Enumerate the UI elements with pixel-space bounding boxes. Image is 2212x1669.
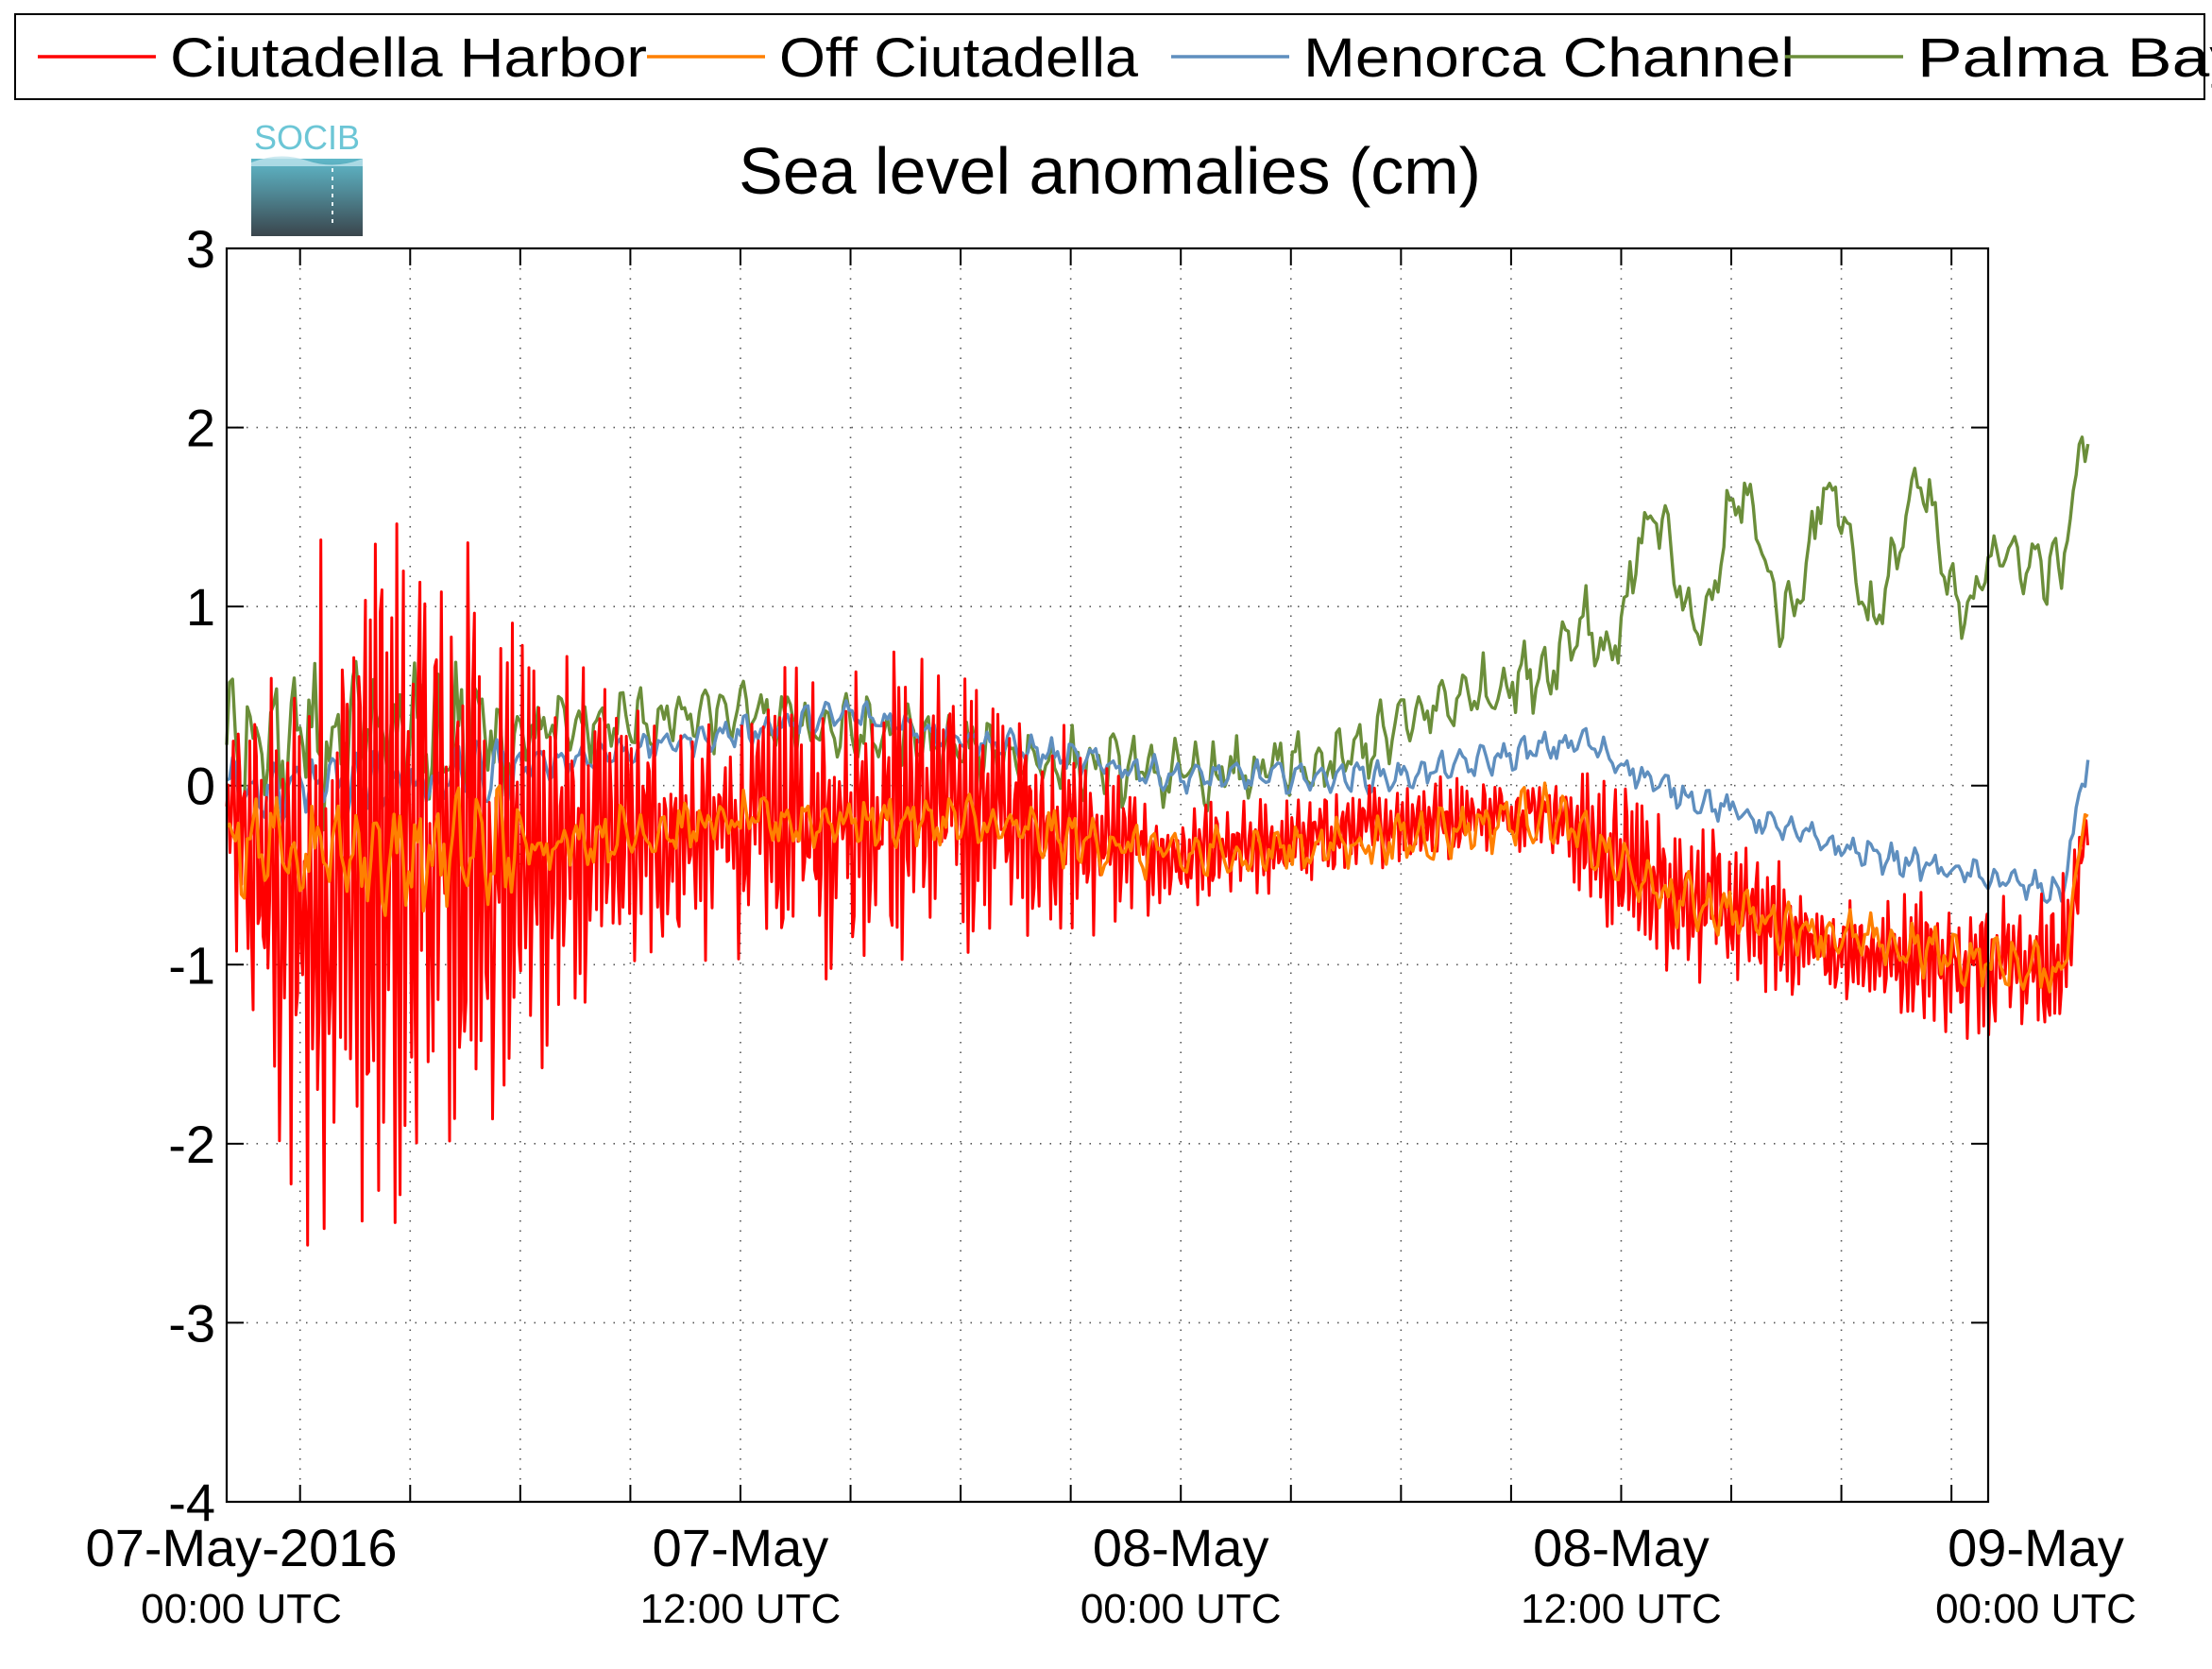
axes: 3 2 1 0 -1 -2 -3 -407-May-2016 00:00 UTC 07-May 12…	[86, 219, 2136, 1632]
y-tick-label: -1	[168, 935, 215, 995]
x-tick-label-time: 00:00 UTC	[1935, 1586, 2136, 1632]
legend-label: Menorca Channel	[1303, 27, 1795, 89]
legend-label: Palma Bay	[1917, 27, 2212, 89]
plot-frame	[225, 247, 1990, 1504]
y-tick-label: -3	[168, 1293, 215, 1353]
logo-water	[251, 159, 363, 236]
x-tick-label-date: 07-May	[653, 1518, 829, 1577]
x-tick-label-date: 08-May	[1093, 1518, 1269, 1577]
socib-logo: SOCIB	[251, 118, 363, 236]
y-tick-label: 0	[186, 757, 215, 816]
x-tick-label-date: 08-May	[1533, 1518, 1710, 1577]
x-tick-label-date: 07-May-2016	[86, 1518, 398, 1577]
x-tick-label-time: 00:00 UTC	[141, 1586, 342, 1632]
x-tick-label-time: 12:00 UTC	[640, 1586, 842, 1632]
x-tick-label-date: 09-May	[1948, 1518, 2124, 1577]
series-line-off-ciutadella	[225, 781, 2089, 994]
y-tick-label: -2	[168, 1115, 215, 1174]
x-tick-label-time: 00:00 UTC	[1080, 1586, 1282, 1632]
y-tick-label: -4	[168, 1473, 215, 1532]
y-tick-label: 2	[186, 399, 215, 458]
legend: Ciutadella Harbor Off Ciutadella Menorca C…	[14, 13, 2212, 100]
grid-lines	[227, 248, 1988, 1502]
y-tick-label: 1	[186, 577, 215, 637]
chart-title: Sea level anomalies (cm)	[739, 134, 1481, 208]
logo-text: SOCIB	[254, 118, 360, 157]
y-tick-label: 3	[186, 219, 215, 279]
legend-label: Off Ciutadella	[779, 27, 1139, 89]
series-lines	[225, 435, 2090, 1247]
legend-label: Ciutadella Harbor	[170, 27, 647, 89]
x-tick-label-time: 12:00 UTC	[1521, 1586, 1722, 1632]
series-line-menorca-channel	[226, 699, 2090, 904]
